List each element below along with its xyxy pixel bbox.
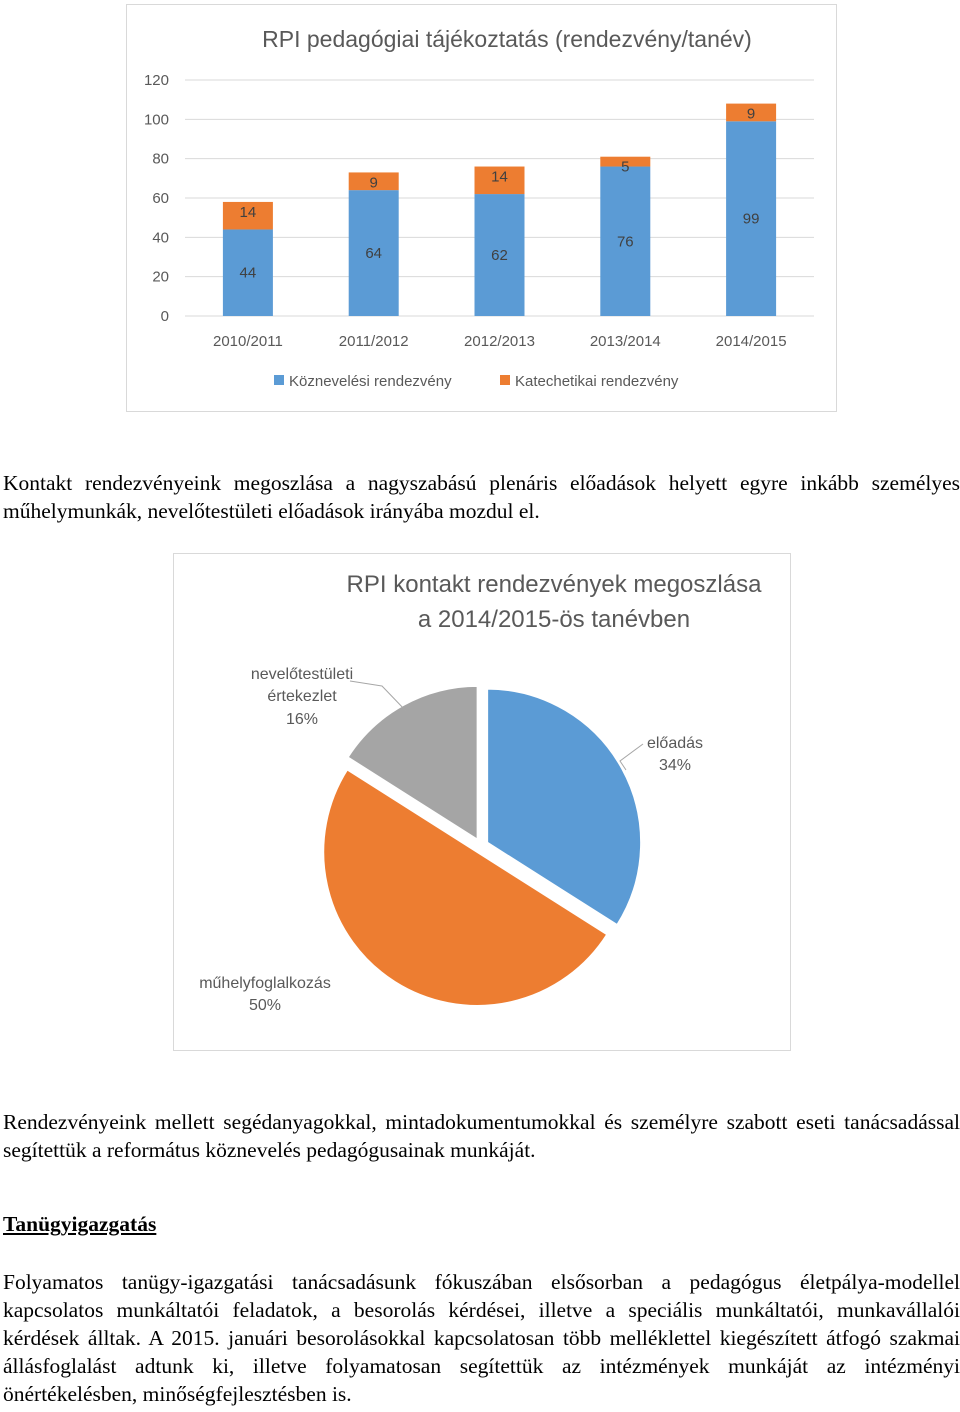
data-label-katechetikai: 9 bbox=[370, 174, 378, 191]
leader-line-ertekezlet bbox=[349, 680, 407, 712]
section-heading-tanugyigazgatas: Tanügyigazgatás bbox=[3, 1212, 157, 1236]
pie-slice-ertekezlet bbox=[346, 684, 479, 842]
x-tick-label: 2011/2012 bbox=[339, 333, 409, 350]
bar-katechetikai bbox=[348, 172, 399, 191]
bar-kozneveles bbox=[348, 190, 399, 316]
paragraph-tanugyigazgatas: Folyamatos tanügy-igazgatási tanácsadásu… bbox=[3, 1270, 960, 1406]
legend-label-kozneveles: Köznevelési rendezvény bbox=[289, 373, 452, 390]
bar-kozneveles bbox=[600, 166, 651, 316]
pie-slice-muhelyfoglalkozas bbox=[322, 768, 609, 1007]
pie-label-eloadas: előadás bbox=[647, 735, 703, 752]
bar-legend: Köznevelési rendezvény Katechetikai rend… bbox=[274, 373, 679, 390]
data-label-kozneveles: 76 bbox=[617, 233, 634, 250]
pie-label-muhelyfoglalkozas: műhelyfoglalkozás bbox=[199, 975, 331, 992]
bar-kozneveles bbox=[726, 121, 777, 316]
y-tick-label: 80 bbox=[152, 151, 169, 168]
pie-title-line-2: a 2014/2015-ös tanévben bbox=[418, 606, 690, 633]
legend-label-katechetikai: Katechetikai rendezvény bbox=[515, 373, 679, 390]
bar-katechetikai bbox=[726, 103, 777, 122]
bar-katechetikai bbox=[600, 156, 651, 167]
pie-label-muhelyfoglalkozas-percent: 50% bbox=[249, 997, 281, 1014]
bar-katechetikai bbox=[474, 166, 525, 195]
y-tick-label: 20 bbox=[152, 269, 169, 286]
data-label-kozneveles: 99 bbox=[743, 211, 760, 228]
leader-line-eloadas bbox=[619, 743, 644, 771]
pie-label-ertekezlet-line-1: nevelőtestületi bbox=[251, 666, 353, 683]
x-tick-label: 2013/2014 bbox=[590, 333, 661, 350]
pie-label-ertekezlet-percent: 16% bbox=[286, 711, 318, 728]
y-tick-label: 40 bbox=[152, 229, 169, 246]
data-label-katechetikai: 14 bbox=[491, 169, 508, 186]
data-label-kozneveles: 44 bbox=[240, 265, 257, 282]
y-tick-label: 0 bbox=[161, 308, 169, 325]
data-label-kozneveles: 64 bbox=[365, 245, 382, 262]
paragraph-kontakt: Kontakt rendezvényeink megoszlása a nagy… bbox=[3, 471, 960, 523]
legend-swatch-katechetikai bbox=[500, 375, 510, 385]
x-tick-label: 2010/2011 bbox=[213, 333, 283, 350]
x-tick-label: 2012/2013 bbox=[464, 333, 535, 350]
paragraph-segedanyagok: Rendezvényeink mellett segédanyagokkal, … bbox=[3, 1110, 960, 1162]
y-tick-label: 60 bbox=[152, 190, 169, 207]
bar-chart-title: RPI pedagógiai tájékoztatás (rendezvény/… bbox=[262, 26, 752, 52]
y-tick-label: 120 bbox=[144, 72, 169, 89]
bar-chart: RPI pedagógiai tájékoztatás (rendezvény/… bbox=[126, 4, 837, 412]
legend-swatch-kozneveles bbox=[274, 375, 284, 385]
y-tick-label: 100 bbox=[144, 111, 169, 128]
pie-label-ertekezlet-line-2: értekezlet bbox=[267, 688, 337, 705]
data-label-katechetikai: 14 bbox=[240, 204, 257, 221]
pie-title-line-1: RPI kontakt rendezvények megoszlása bbox=[347, 571, 763, 598]
data-label-katechetikai: 5 bbox=[621, 159, 629, 176]
pie-chart-svg: RPI kontakt rendezvények megoszlása a 20… bbox=[199, 571, 763, 1014]
pie-label-eloadas-percent: 34% bbox=[659, 757, 691, 774]
bar-kozneveles bbox=[474, 194, 525, 316]
pie-slice-eloadas bbox=[486, 687, 643, 927]
bar-kozneveles bbox=[222, 229, 273, 316]
data-label-katechetikai: 9 bbox=[747, 106, 755, 123]
pie-chart: RPI kontakt rendezvények megoszlása a 20… bbox=[173, 553, 791, 1051]
x-tick-label: 2014/2015 bbox=[716, 333, 787, 350]
bar-chart-svg: RPI pedagógiai tájékoztatás (rendezvény/… bbox=[144, 26, 814, 390]
data-label-kozneveles: 62 bbox=[491, 247, 508, 264]
bar-katechetikai bbox=[222, 201, 273, 230]
